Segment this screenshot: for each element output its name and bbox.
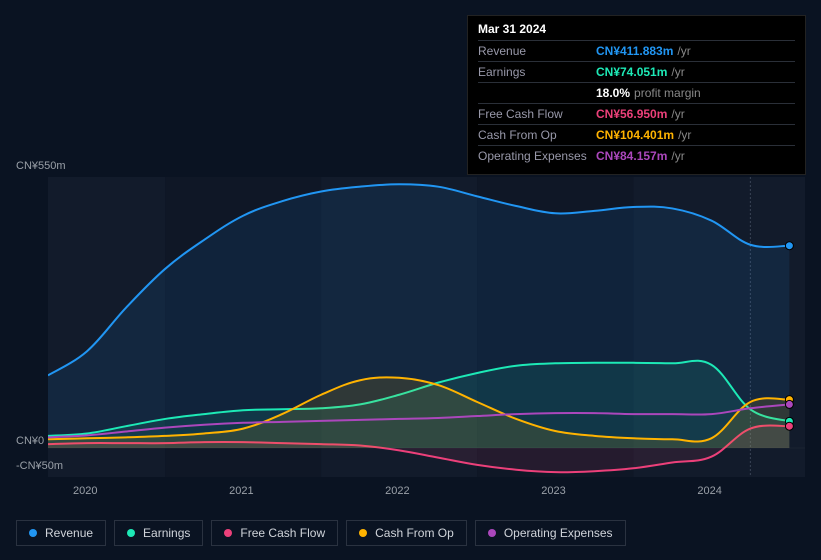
legend-item[interactable]: Revenue [16, 520, 106, 546]
tooltip-metric-value: CN¥56.950m [596, 107, 667, 121]
tooltip-metric-value: CN¥104.401m [596, 128, 674, 142]
x-tick-label: 2024 [697, 485, 721, 497]
tooltip-date: Mar 31 2024 [478, 22, 795, 36]
y-tick-label: CN¥0 [16, 435, 44, 447]
legend-item[interactable]: Cash From Op [346, 520, 467, 546]
legend-item[interactable]: Operating Expenses [475, 520, 626, 546]
tooltip-row: Free Cash FlowCN¥56.950m/yr [478, 103, 795, 124]
tooltip-metric-suffix: profit margin [634, 86, 701, 100]
y-tick-label: CN¥550m [16, 160, 66, 172]
end-marker-revenue [785, 242, 793, 250]
legend-label: Cash From Op [375, 526, 454, 540]
tooltip-metric-value: 18.0% [596, 86, 630, 100]
tooltip-row: 18.0% profit margin [478, 82, 795, 103]
hover-tooltip: Mar 31 2024RevenueCN¥411.883m/yrEarnings… [467, 15, 806, 175]
legend-swatch [29, 529, 37, 537]
legend-label: Free Cash Flow [240, 526, 325, 540]
tooltip-metric-value: CN¥74.051m [596, 65, 667, 79]
end-marker-fcf [785, 422, 793, 430]
tooltip-metric-suffix: /yr [677, 44, 690, 58]
tooltip-metric-value: CN¥84.157m [596, 149, 667, 163]
tooltip-metric-value: CN¥411.883m [596, 44, 673, 58]
tooltip-row: Cash From OpCN¥104.401m/yr [478, 124, 795, 145]
tooltip-metric-suffix: /yr [671, 65, 684, 79]
tooltip-metric-label: Operating Expenses [478, 149, 596, 163]
legend-label: Earnings [143, 526, 190, 540]
tooltip-metric-label: Earnings [478, 65, 596, 79]
legend: Revenue Earnings Free Cash Flow Cash From O… [16, 520, 626, 546]
legend-item[interactable]: Earnings [114, 520, 203, 546]
tooltip-row: RevenueCN¥411.883m/yr [478, 40, 795, 61]
x-tick-label: 2020 [73, 485, 97, 497]
tooltip-metric-suffix: /yr [671, 149, 684, 163]
tooltip-metric-suffix: /yr [678, 128, 691, 142]
legend-label: Operating Expenses [504, 526, 613, 540]
x-tick-label: 2023 [541, 485, 565, 497]
legend-swatch [127, 529, 135, 537]
legend-label: Revenue [45, 526, 93, 540]
tooltip-row: EarningsCN¥74.051m/yr [478, 61, 795, 82]
legend-swatch [488, 529, 496, 537]
tooltip-metric-label: Revenue [478, 44, 596, 58]
y-tick-label: -CN¥50m [16, 460, 63, 472]
tooltip-metric-label: Free Cash Flow [478, 107, 596, 121]
legend-item[interactable]: Free Cash Flow [211, 520, 338, 546]
tooltip-metric-suffix: /yr [671, 107, 684, 121]
end-marker-opex [785, 400, 793, 408]
x-tick-label: 2021 [229, 485, 253, 497]
legend-swatch [224, 529, 232, 537]
x-tick-label: 2022 [385, 485, 409, 497]
tooltip-metric-label [478, 86, 596, 100]
tooltip-row: Operating ExpensesCN¥84.157m/yr [478, 145, 795, 166]
tooltip-metric-label: Cash From Op [478, 128, 596, 142]
legend-swatch [359, 529, 367, 537]
